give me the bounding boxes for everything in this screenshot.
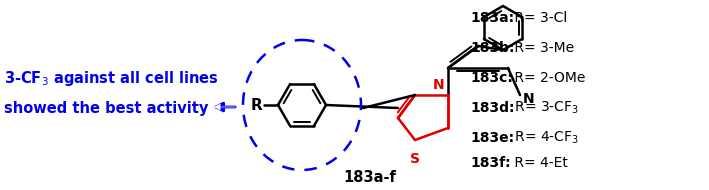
Text: N: N bbox=[523, 92, 535, 106]
Text: R= 2-OMe: R= 2-OMe bbox=[510, 71, 586, 85]
Text: S: S bbox=[410, 152, 420, 166]
Text: 183a:: 183a: bbox=[470, 11, 514, 25]
Text: 183b:: 183b: bbox=[470, 41, 515, 55]
Text: 183c:: 183c: bbox=[470, 71, 513, 85]
Text: 183f:: 183f: bbox=[470, 156, 510, 170]
Text: R= 3-Me: R= 3-Me bbox=[510, 41, 574, 55]
Text: R= 4-Et: R= 4-Et bbox=[510, 156, 568, 170]
Text: R= 3-Cl: R= 3-Cl bbox=[510, 11, 567, 25]
Text: 183a-f: 183a-f bbox=[344, 170, 396, 185]
Text: 3-CF$_3$ against all cell lines: 3-CF$_3$ against all cell lines bbox=[4, 69, 218, 88]
Text: R= 3-CF$_3$: R= 3-CF$_3$ bbox=[510, 100, 579, 116]
Text: R: R bbox=[251, 97, 263, 112]
Text: 183d:: 183d: bbox=[470, 101, 515, 115]
Text: 183e:: 183e: bbox=[470, 131, 514, 145]
Text: N: N bbox=[432, 78, 444, 92]
Text: R= 4-CF$_3$: R= 4-CF$_3$ bbox=[510, 130, 579, 146]
Text: showed the best activity: showed the best activity bbox=[4, 101, 208, 116]
